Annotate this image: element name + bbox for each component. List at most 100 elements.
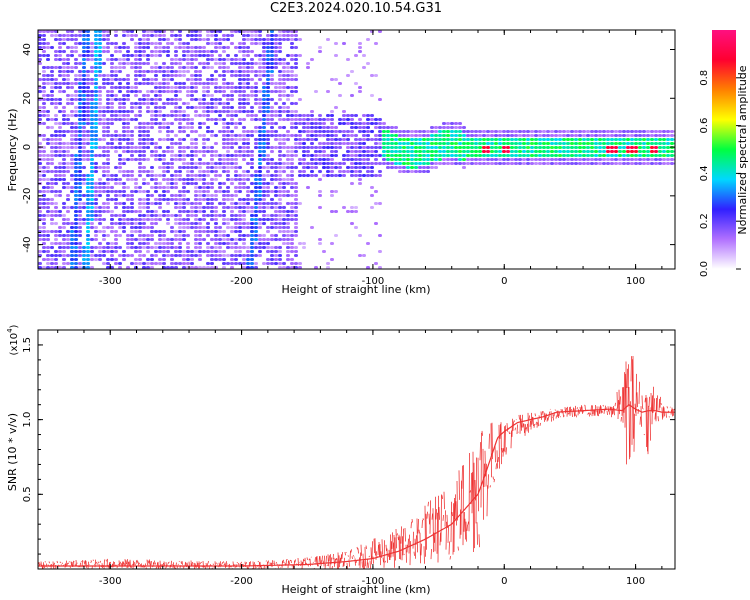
heatmap-cell bbox=[342, 122, 346, 125]
heatmap-cell bbox=[278, 258, 282, 261]
heatmap-cell bbox=[86, 154, 90, 157]
heatmap-cell bbox=[230, 142, 234, 145]
heatmap-cell bbox=[214, 134, 218, 137]
heatmap-cell bbox=[42, 50, 46, 53]
heatmap-cell bbox=[94, 42, 98, 45]
heatmap-cell bbox=[210, 34, 214, 37]
heatmap-cell bbox=[442, 134, 446, 137]
heatmap-cell bbox=[174, 262, 178, 265]
heatmap-cell bbox=[138, 262, 142, 265]
heatmap-cell bbox=[110, 246, 114, 249]
heatmap-cell bbox=[222, 118, 226, 121]
heatmap-cell bbox=[90, 238, 94, 241]
heatmap-cell bbox=[586, 142, 590, 145]
heatmap-cell bbox=[650, 134, 654, 137]
heatmap-cell bbox=[146, 250, 150, 253]
page-title: C2E3.2024.020.10.54.G31 bbox=[269, 1, 443, 16]
heatmap-cell bbox=[226, 142, 230, 145]
heatmap-cell bbox=[46, 138, 50, 141]
heatmap-cell bbox=[246, 54, 250, 57]
heatmap-cell bbox=[406, 142, 410, 145]
heatmap-cell bbox=[426, 130, 430, 133]
heatmap-cell bbox=[122, 146, 126, 149]
heatmap-cell bbox=[246, 138, 250, 141]
heatmap-cell bbox=[58, 86, 62, 89]
heatmap-cell bbox=[206, 126, 210, 129]
heatmap-cell bbox=[410, 134, 414, 137]
heatmap-cell bbox=[130, 198, 134, 201]
heatmap-cell bbox=[366, 150, 370, 153]
heatmap-cell bbox=[182, 50, 186, 53]
heatmap-cell bbox=[66, 122, 70, 125]
heatmap-cell bbox=[138, 150, 142, 153]
heatmap-cell bbox=[158, 94, 162, 97]
heatmap-cell bbox=[66, 86, 70, 89]
heatmap-cell bbox=[138, 98, 142, 101]
heatmap-cell bbox=[66, 154, 70, 157]
heatmap-cell bbox=[330, 190, 334, 193]
heatmap-cell bbox=[38, 198, 42, 201]
heatmap-cell bbox=[610, 142, 614, 145]
heatmap-cell bbox=[418, 166, 422, 169]
heatmap-cell bbox=[298, 98, 302, 101]
heatmap-cell bbox=[278, 98, 282, 101]
x-tick-label: 100 bbox=[626, 576, 645, 587]
heatmap-cell bbox=[126, 46, 130, 49]
heatmap-cell bbox=[130, 86, 134, 89]
heatmap-cell bbox=[118, 170, 122, 173]
heatmap-cell bbox=[74, 206, 78, 209]
heatmap-cell bbox=[310, 134, 314, 137]
heatmap-cell bbox=[90, 158, 94, 161]
heatmap-cell bbox=[162, 158, 166, 161]
heatmap-cell bbox=[654, 146, 658, 149]
heatmap-cell bbox=[190, 74, 194, 77]
heatmap-cell bbox=[182, 250, 186, 253]
heatmap-cell bbox=[294, 234, 298, 237]
heatmap-cell bbox=[190, 46, 194, 49]
heatmap-cell bbox=[290, 246, 294, 249]
heatmap-cell bbox=[166, 202, 170, 205]
heatmap-cell bbox=[226, 146, 230, 149]
heatmap-cell bbox=[154, 246, 158, 249]
heatmap-cell bbox=[126, 194, 130, 197]
heatmap-cell bbox=[158, 238, 162, 241]
heatmap-cell bbox=[62, 66, 66, 69]
heatmap-cell bbox=[54, 66, 58, 69]
heatmap-cell bbox=[202, 178, 206, 181]
heatmap-cell bbox=[142, 182, 146, 185]
heatmap-cell bbox=[146, 122, 150, 125]
heatmap-cell bbox=[414, 134, 418, 137]
heatmap-cell bbox=[186, 54, 190, 57]
heatmap-cell bbox=[166, 90, 170, 93]
heatmap-cell bbox=[490, 162, 494, 165]
heatmap-cell bbox=[286, 162, 290, 165]
heatmap-cell bbox=[246, 98, 250, 101]
heatmap-cell bbox=[346, 158, 350, 161]
heatmap-cell bbox=[174, 134, 178, 137]
heatmap-cell bbox=[434, 142, 438, 145]
heatmap-cell bbox=[50, 178, 54, 181]
heatmap-cell bbox=[58, 70, 62, 73]
heatmap-cell bbox=[426, 142, 430, 145]
heatmap-cell bbox=[178, 246, 182, 249]
heatmap-cell bbox=[134, 230, 138, 233]
heatmap-cell bbox=[390, 130, 394, 133]
heatmap-cell bbox=[238, 102, 242, 105]
heatmap-cell bbox=[246, 254, 250, 257]
heatmap-cell bbox=[490, 134, 494, 137]
heatmap-cell bbox=[98, 214, 102, 217]
heatmap-cell bbox=[410, 138, 414, 141]
heatmap-cell bbox=[186, 114, 190, 117]
heatmap-cell bbox=[258, 138, 262, 141]
heatmap-cell bbox=[110, 134, 114, 137]
heatmap-cell bbox=[246, 246, 250, 249]
heatmap-cell bbox=[426, 154, 430, 157]
heatmap-cell bbox=[62, 222, 66, 225]
heatmap-cell bbox=[270, 174, 274, 177]
heatmap-cell bbox=[358, 50, 362, 53]
heatmap-cell bbox=[262, 94, 266, 97]
heatmap-cell bbox=[210, 198, 214, 201]
heatmap-cell bbox=[182, 74, 186, 77]
heatmap-cell bbox=[474, 142, 478, 145]
heatmap-cell bbox=[586, 154, 590, 157]
